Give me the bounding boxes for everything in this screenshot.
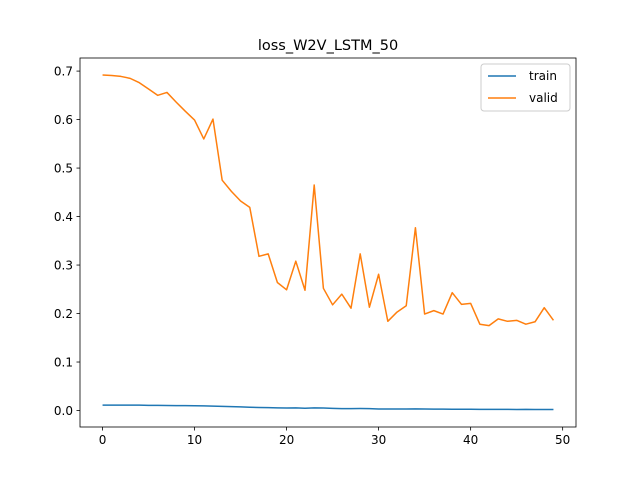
y-tick-label: 0.2 <box>54 307 73 321</box>
x-tick-label: 0 <box>99 433 107 447</box>
x-tick-label: 30 <box>371 433 386 447</box>
y-tick-label: 0.3 <box>54 259 73 273</box>
legend-label-train: train <box>529 69 557 83</box>
plot-frame <box>79 57 577 428</box>
y-tick-label: 0.6 <box>54 113 73 127</box>
x-tick-label: 50 <box>555 433 570 447</box>
series-line-train <box>102 404 554 411</box>
y-tick-label: 0.4 <box>54 210 73 224</box>
y-tick-label: 0.1 <box>54 356 73 370</box>
series-line-valid <box>102 74 555 327</box>
x-tick-label: 40 <box>463 433 478 447</box>
chart-title: loss_W2V_LSTM_50 <box>258 38 398 54</box>
y-tick-label: 0.7 <box>54 65 73 79</box>
y-tick-label: 0.5 <box>54 162 73 176</box>
y-tick-label: 0.0 <box>54 404 73 418</box>
x-tick-label: 20 <box>279 433 294 447</box>
x-tick-label: 10 <box>187 433 202 447</box>
legend-label-valid: valid <box>529 91 558 105</box>
legend: train valid <box>480 63 571 112</box>
